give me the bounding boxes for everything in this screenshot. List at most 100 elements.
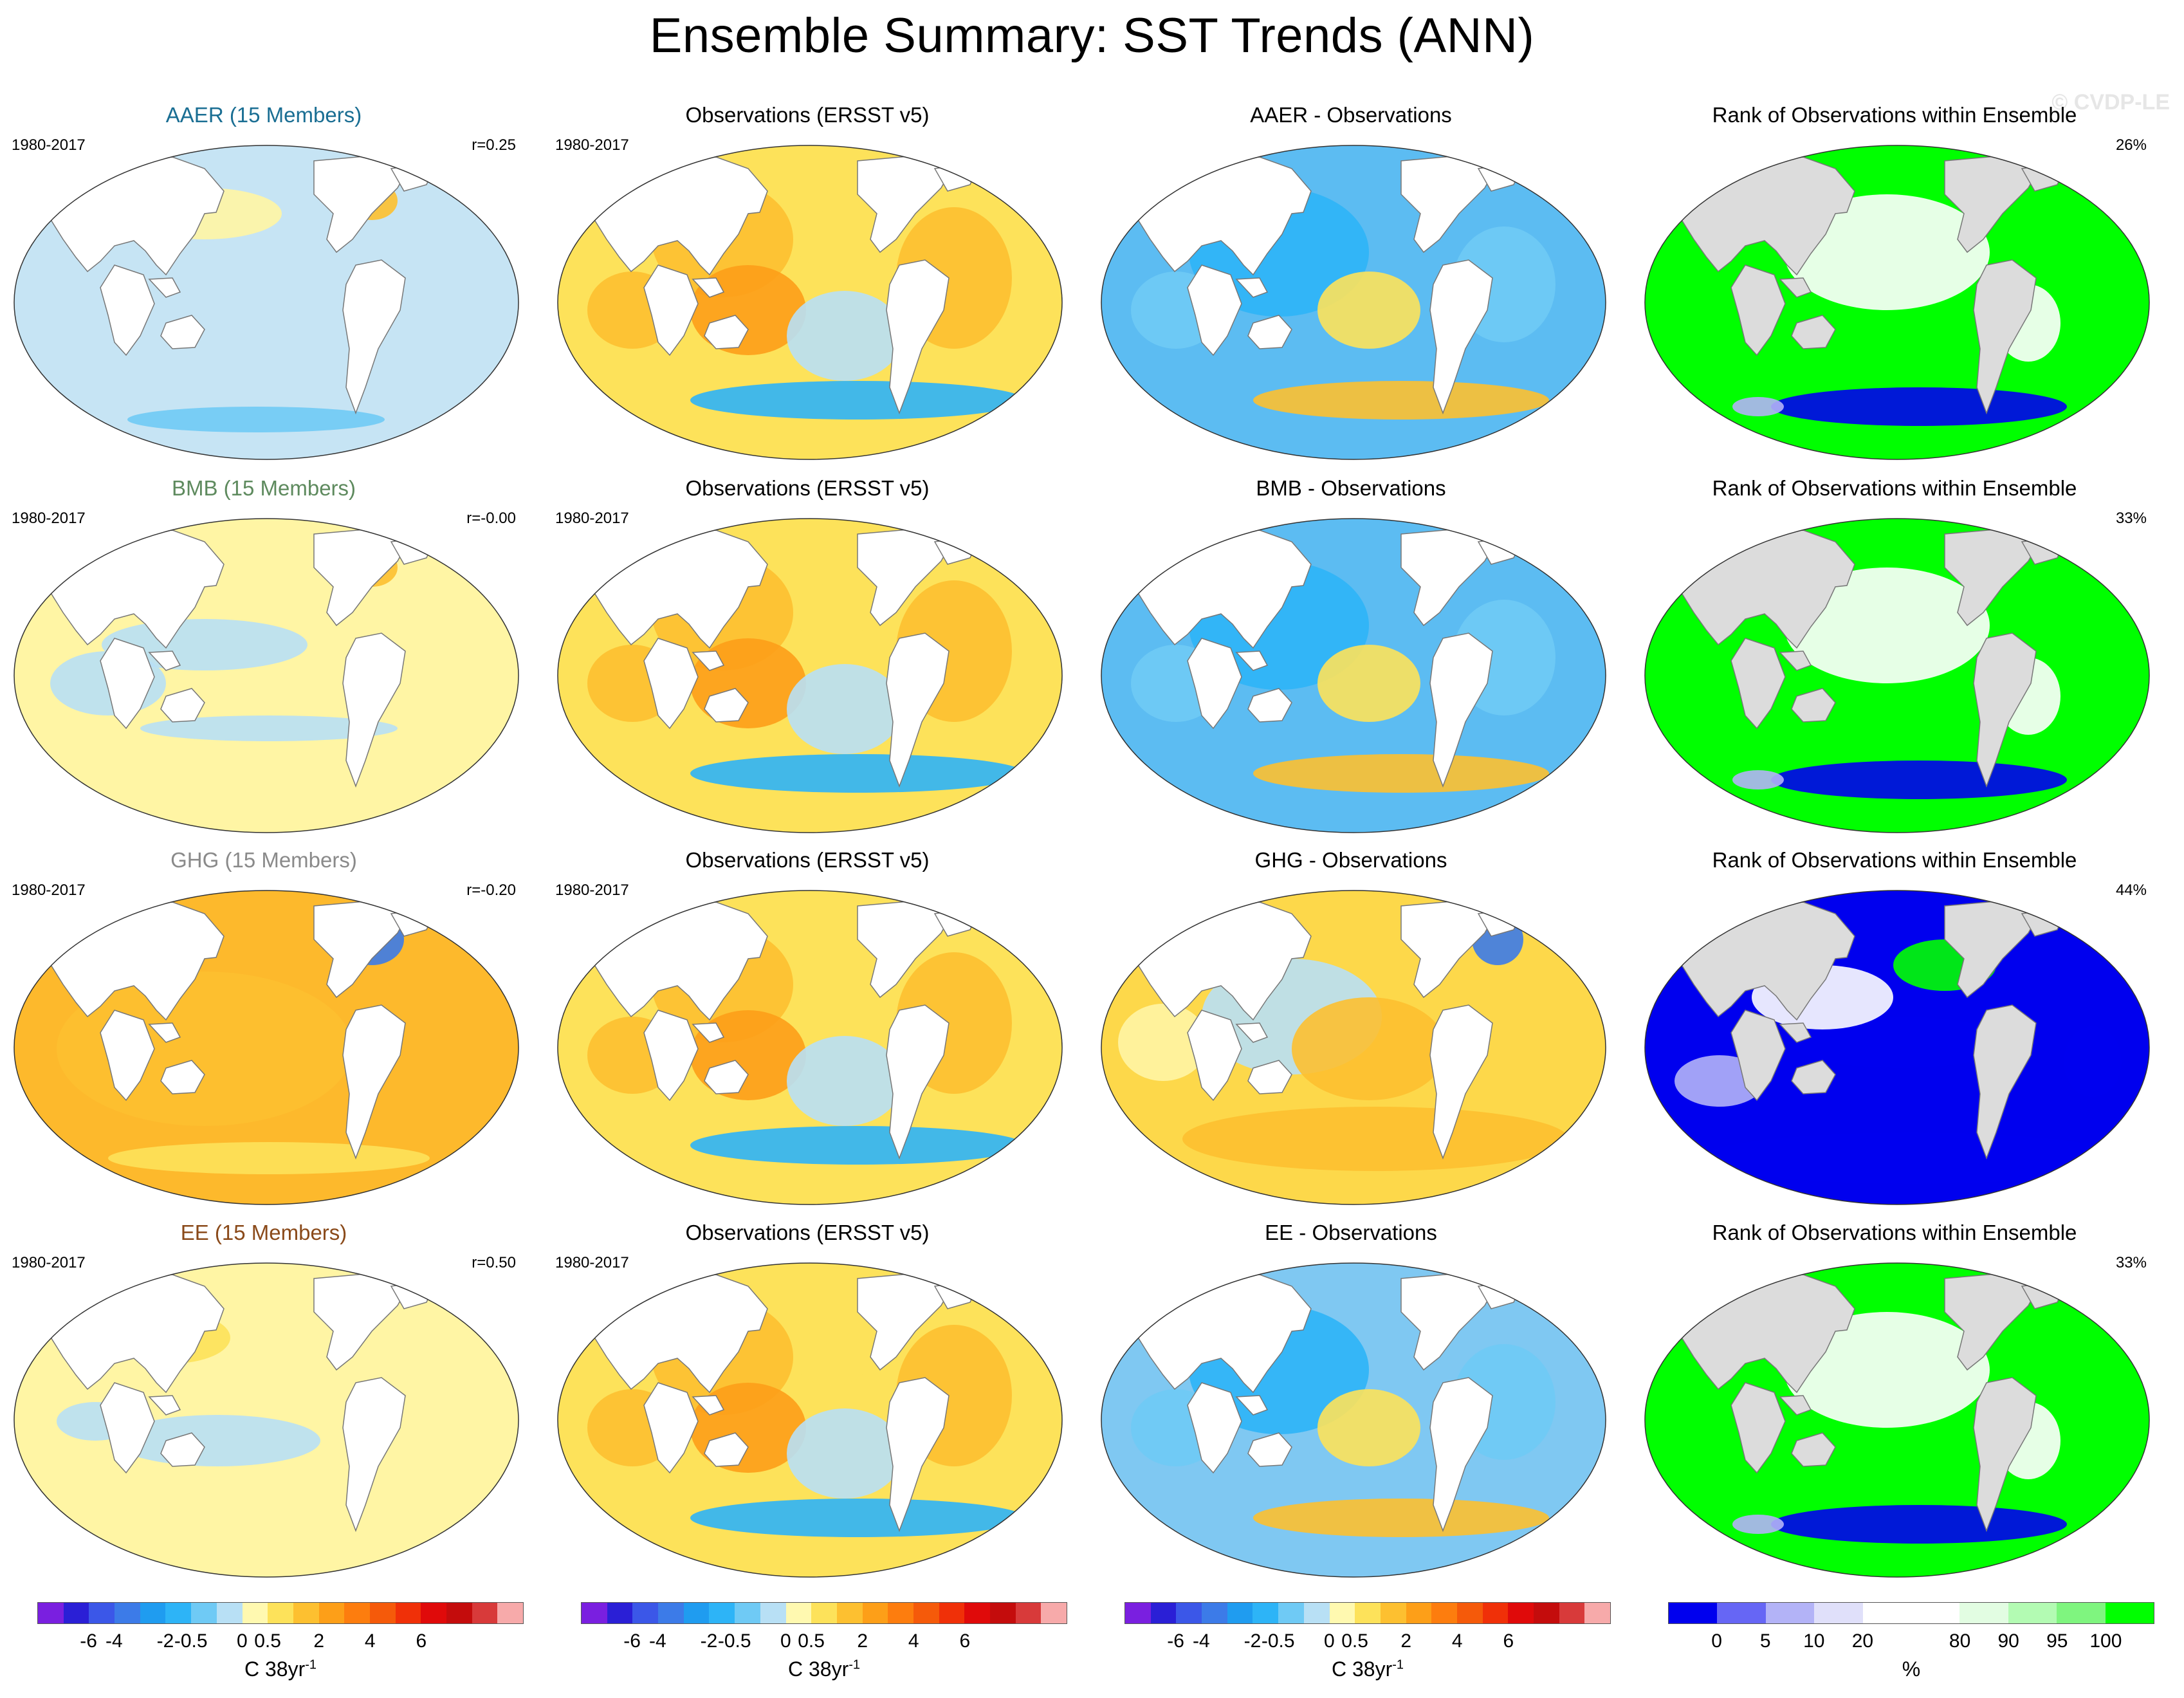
continent (100, 1382, 155, 1474)
colorbar-swatch (242, 1603, 268, 1623)
panel-ghg-rank: Rank of Observations within Ensemble 44% (1631, 848, 2158, 1208)
continent (1247, 1060, 1292, 1094)
colorbar-tick-label: 0.5 (1341, 1630, 1368, 1652)
rank-map (1644, 1262, 2150, 1578)
units-exponent: -1 (305, 1657, 317, 1672)
continent (342, 259, 406, 415)
colorbar-trend: -6 -4 -2 -0.5 0 0.5 2 4 6 C 38yr-1 (1124, 1602, 1611, 1692)
panel-aaer-ensemble: AAER (15 Members) 1980-2017 r=0.25 (0, 103, 528, 463)
colorbar-swatch (1150, 1603, 1177, 1623)
colorbar-swatch (63, 1603, 89, 1623)
units-text: C 38yr (1331, 1657, 1393, 1681)
trend-region (793, 210, 870, 268)
map-outline (557, 145, 1063, 460)
colorbar-tick-label: 80 (1949, 1630, 1971, 1652)
panel-title: BMB (15 Members) (171, 476, 356, 500)
diff-map (1101, 145, 1606, 460)
colorbar-swatch (1959, 1603, 2008, 1623)
panel-title: Rank of Observations within Ensemble (1712, 103, 2077, 127)
panel-ee-rank: Rank of Observations within Ensemble 33% (1631, 1221, 2158, 1581)
colorbar-tick-label: -0.5 (174, 1630, 208, 1652)
continent (1973, 632, 2037, 788)
colorbar-swatch (735, 1603, 760, 1623)
colorbar-swatch (1765, 1603, 1815, 1623)
trend-region (1732, 770, 1784, 789)
continent (160, 315, 205, 349)
continent (1779, 651, 1812, 671)
map-outline (14, 1262, 519, 1578)
units-exponent: -1 (849, 1657, 861, 1672)
pattern-correlation: r=-0.00 (466, 510, 516, 527)
period-label: 1980-2017 (12, 881, 86, 899)
continent (342, 1377, 406, 1533)
continent (1973, 1377, 2037, 1533)
continent (692, 1022, 725, 1043)
continent (1779, 1022, 1812, 1043)
trend-region (2064, 1026, 2122, 1097)
units-text: C 38yr (244, 1657, 306, 1681)
continent (1235, 277, 1269, 298)
colorbar-tick-label: 0 (1323, 1630, 1335, 1652)
trend-region (793, 955, 870, 1013)
panel-title: Observations (ERSST v5) (685, 848, 930, 872)
colorbar-swatch (632, 1603, 659, 1623)
colorbar-tick-label: 100 (2089, 1630, 2122, 1652)
continent (1429, 632, 1493, 788)
panel-title: EE - Observations (1265, 1221, 1437, 1244)
continent (1779, 277, 1812, 298)
obs-map (557, 1262, 1063, 1578)
continent (692, 1395, 725, 1416)
panel-title: Observations (ERSST v5) (685, 103, 930, 127)
continent (1791, 1432, 1836, 1467)
colorbar-swatch (2057, 1603, 2106, 1623)
colorbar-swatch (836, 1603, 863, 1623)
colorbar-tick-label: 6 (1503, 1630, 1514, 1652)
continent (643, 1382, 699, 1474)
trend-region (108, 1142, 430, 1174)
colorbar-swatch (421, 1603, 446, 1623)
colorbar-swatch (1015, 1603, 1042, 1623)
continent (704, 1060, 749, 1094)
colorbar-units: % (1668, 1657, 2154, 1681)
colorbar-tick-label: 0 (236, 1630, 248, 1652)
panel-title: Observations (ERSST v5) (685, 1221, 930, 1244)
colorbar-tick-label: -6 (1167, 1630, 1184, 1652)
colorbar-swatch (939, 1603, 965, 1623)
colorbar-swatch (1584, 1603, 1611, 1623)
colorbar-swatches (1124, 1602, 1611, 1624)
units-text: % (1902, 1657, 1921, 1681)
colorbar-tick-label: 95 (2046, 1630, 2068, 1652)
panel-title: GHG (15 Members) (170, 848, 357, 872)
period-label: 1980-2017 (555, 881, 629, 899)
panel-title: GHG - Observations (1254, 848, 1447, 872)
continent (704, 315, 749, 349)
colorbar-swatch (1355, 1603, 1381, 1623)
continent (692, 651, 725, 671)
continent (1429, 1377, 1493, 1533)
continent (704, 688, 749, 723)
colorbar-swatch (1380, 1603, 1406, 1623)
units-exponent: -1 (1392, 1657, 1404, 1672)
colorbar-swatch (165, 1603, 192, 1623)
colorbar-tick-label: -4 (1193, 1630, 1210, 1652)
pattern-correlation: r=-0.20 (466, 881, 516, 899)
colorbar-swatch (1176, 1603, 1202, 1623)
colorbar-tick-label: -6 (623, 1630, 641, 1652)
rank-percent: 44% (2115, 881, 2147, 899)
rank-map (1644, 890, 2150, 1205)
continent (148, 651, 181, 671)
continent (100, 1010, 155, 1102)
continent (1247, 1432, 1292, 1467)
trend-region (787, 664, 903, 754)
trend-region (690, 1126, 1025, 1165)
continent (100, 264, 155, 356)
continent (1973, 1004, 2037, 1160)
obs-map (557, 145, 1063, 460)
map-outline (557, 890, 1063, 1205)
trend-region (140, 715, 398, 741)
panel-ee-diff: EE - Observations (1087, 1221, 1615, 1581)
continent (1187, 1010, 1242, 1102)
continent (704, 1432, 749, 1467)
panel-title: AAER (15 Members) (165, 103, 362, 127)
colorbar-swatch (2008, 1603, 2057, 1623)
